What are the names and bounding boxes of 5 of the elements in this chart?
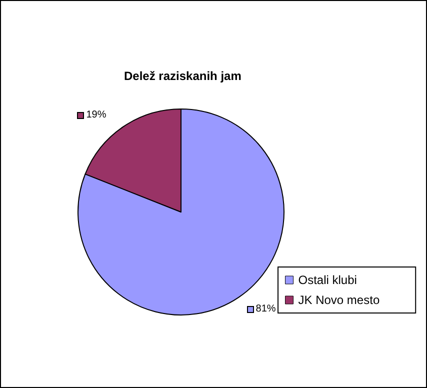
legend-label: Ostali klubi: [298, 273, 357, 287]
legend-label: JK Novo mesto: [298, 293, 380, 307]
data-label: 81%: [256, 303, 276, 314]
data-label: 19%: [86, 110, 106, 121]
chart-title: Delež raziskanih jam: [124, 69, 242, 83]
